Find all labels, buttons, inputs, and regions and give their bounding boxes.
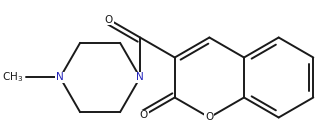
Text: O: O (139, 111, 148, 121)
Text: O: O (205, 112, 213, 122)
Text: CH$_3$: CH$_3$ (3, 71, 24, 84)
Text: N: N (56, 72, 64, 82)
Text: O: O (105, 15, 113, 25)
Text: N: N (136, 72, 144, 82)
